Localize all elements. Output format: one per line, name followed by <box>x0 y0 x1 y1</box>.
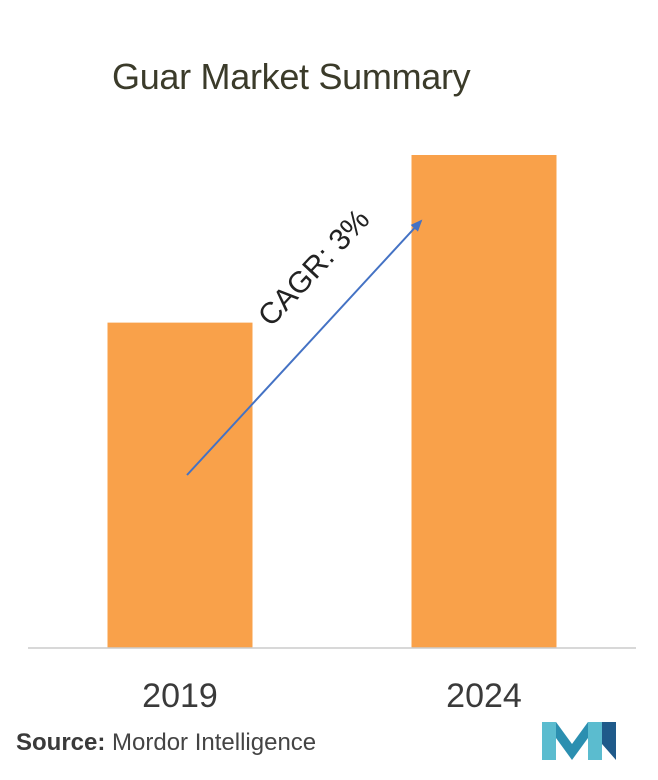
mordor-intelligence-logo-icon <box>542 722 616 760</box>
bars-group <box>107 155 557 648</box>
source-text: Mordor Intelligence <box>112 729 317 756</box>
x-tick-label-2019: 2019 <box>142 677 218 715</box>
source-note: Source: Mordor Intelligence <box>16 729 316 757</box>
cagr-label: CAGR: 3% <box>252 203 376 333</box>
source-label: Source: <box>16 729 106 756</box>
bar-2024 <box>411 155 557 648</box>
x-tick-label-2024: 2024 <box>446 677 522 715</box>
chart-title: Guar Market Summary <box>112 56 471 97</box>
bar-2019 <box>107 322 253 648</box>
x-tick-labels: 2019 2024 <box>142 677 522 715</box>
cagr-arrow <box>186 219 423 476</box>
